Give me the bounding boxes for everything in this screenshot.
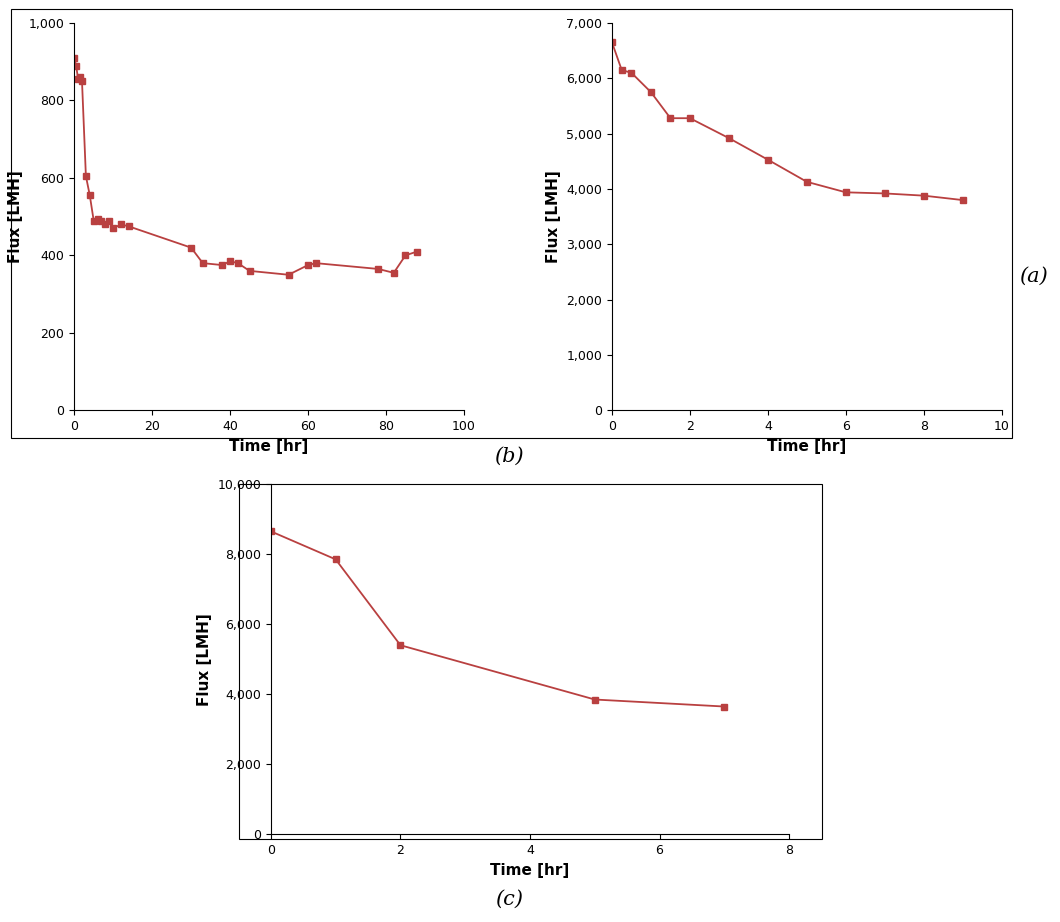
- X-axis label: Time [hr]: Time [hr]: [767, 439, 847, 454]
- Text: (a): (a): [1019, 267, 1048, 286]
- Y-axis label: Flux [LMH]: Flux [LMH]: [8, 171, 23, 263]
- Y-axis label: Flux [LMH]: Flux [LMH]: [546, 171, 561, 263]
- X-axis label: Time [hr]: Time [hr]: [491, 863, 569, 878]
- X-axis label: Time [hr]: Time [hr]: [229, 439, 308, 454]
- Text: (b): (b): [494, 447, 524, 466]
- Y-axis label: Flux [LMH]: Flux [LMH]: [197, 613, 212, 705]
- Text: (c): (c): [495, 890, 523, 908]
